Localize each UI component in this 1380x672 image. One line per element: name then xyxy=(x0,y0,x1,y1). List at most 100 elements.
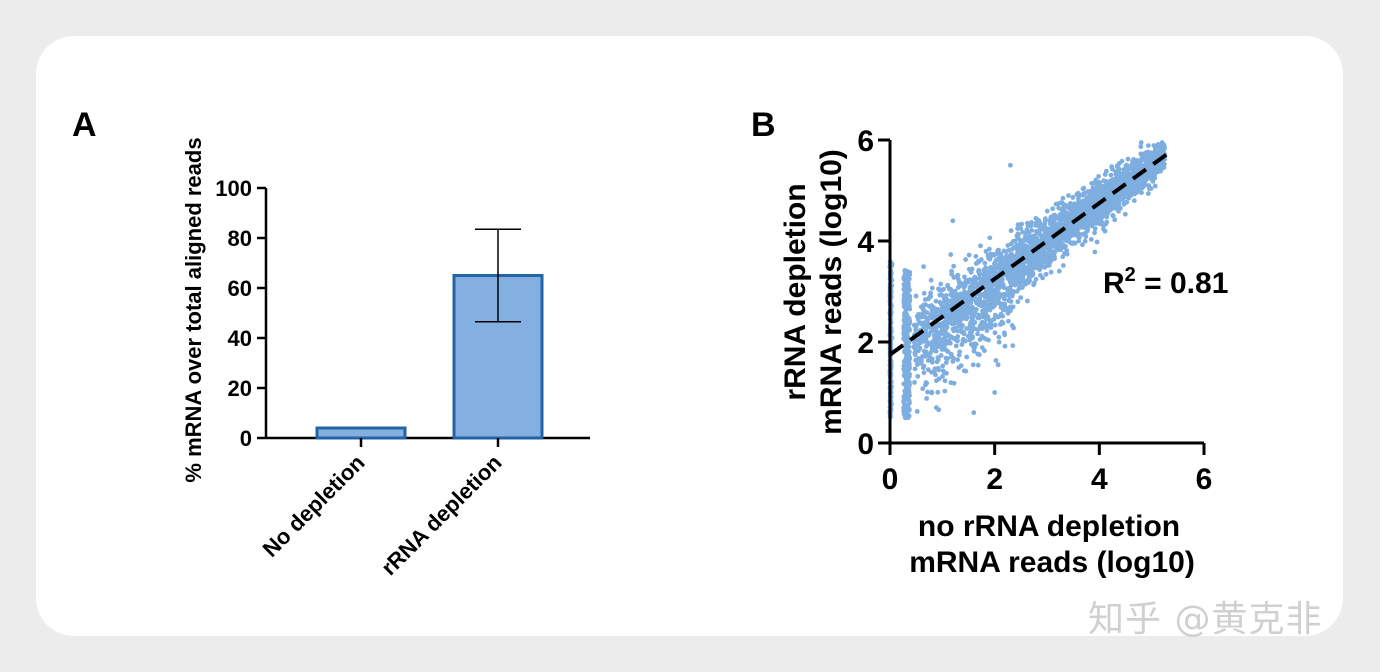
scatter-point xyxy=(929,359,935,365)
scatter-point xyxy=(1152,183,1158,189)
scatter-point xyxy=(1160,146,1165,152)
scatter-point xyxy=(992,390,998,395)
scatter-point xyxy=(952,293,958,299)
scatter-point xyxy=(1050,249,1056,254)
scatter-point xyxy=(934,313,940,318)
scatter-point xyxy=(1098,190,1104,195)
scatter-y-tick-label: 4 xyxy=(857,226,874,259)
scatter-point xyxy=(957,283,962,289)
scatter-point xyxy=(1018,226,1024,231)
scatter-point xyxy=(1154,153,1160,159)
scatter-point xyxy=(1025,223,1031,229)
scatter-point xyxy=(911,322,917,328)
scatter-point xyxy=(986,337,991,343)
scatter-point xyxy=(950,355,956,361)
scatter-point xyxy=(984,272,990,278)
scatter-point xyxy=(1116,208,1121,214)
scatter-point xyxy=(1122,211,1128,217)
scatter-point xyxy=(1085,218,1091,224)
scatter-point xyxy=(992,296,998,302)
scatter-point xyxy=(1131,185,1137,191)
scatter-point xyxy=(992,312,998,318)
scatter-point xyxy=(999,276,1005,282)
scatter-point xyxy=(1000,313,1006,319)
scatter-point xyxy=(1071,202,1077,207)
scatter-point xyxy=(970,304,976,310)
scatter-point xyxy=(1155,141,1161,147)
scatter-point xyxy=(1081,191,1086,197)
scatter-point xyxy=(950,218,956,224)
figure-card xyxy=(36,36,1343,636)
scatter-y-axis-label: rRNA depletion mRNA reads (log10) xyxy=(779,149,848,435)
scatter-point xyxy=(901,409,907,415)
scatter-point xyxy=(991,316,997,322)
scatter-point xyxy=(951,313,957,319)
scatter-point xyxy=(1160,164,1166,170)
scatter-point xyxy=(940,374,945,379)
bar-series xyxy=(315,228,544,440)
scatter-point xyxy=(1094,208,1099,214)
scatter-x-tick-label: 2 xyxy=(986,463,1003,496)
scatter-point xyxy=(915,373,921,379)
scatter-point xyxy=(1006,247,1012,253)
scatter-x-ticks: 0 2 4 6 xyxy=(882,443,1212,496)
scatter-point xyxy=(1009,322,1015,328)
scatter-point xyxy=(912,350,918,356)
scatter-point xyxy=(901,359,907,364)
scatter-point xyxy=(978,243,983,249)
scatter-point xyxy=(1043,271,1049,277)
bar-y-axis-label: % mRNA over total aligned reads xyxy=(181,137,206,482)
scatter-point xyxy=(1020,229,1026,235)
scatter-point xyxy=(1094,189,1100,194)
scatter-point xyxy=(990,291,995,297)
scatter-point xyxy=(938,339,944,345)
scatter-point xyxy=(1072,240,1078,246)
scatter-point xyxy=(1031,255,1037,261)
scatter-point xyxy=(913,358,919,363)
scatter-point xyxy=(1116,202,1121,208)
scatter-point xyxy=(928,277,934,283)
scatter-point xyxy=(1139,190,1144,196)
bar-y-tick-label: 80 xyxy=(228,226,252,251)
scatter-point xyxy=(943,355,949,361)
scatter-point xyxy=(971,410,977,416)
scatter-point xyxy=(1005,243,1011,248)
scatter-point xyxy=(903,268,909,274)
scatter-point xyxy=(985,253,991,258)
scatter-point xyxy=(1000,320,1006,326)
scatter-point xyxy=(970,335,975,341)
scatter-point xyxy=(1053,214,1059,220)
scatter-point xyxy=(1035,262,1041,267)
scatter-point xyxy=(1090,195,1096,201)
scatter-point xyxy=(1137,176,1143,182)
bar-y-tick-label: 20 xyxy=(228,376,252,401)
scatter-point xyxy=(1005,276,1011,282)
scatter-point xyxy=(932,366,938,372)
scatter-point xyxy=(929,389,935,395)
scatter-point xyxy=(956,365,962,370)
scatter-point xyxy=(1125,156,1131,162)
scatter-x-label-line1: no rRNA depletion xyxy=(918,510,1180,543)
scatter-point xyxy=(981,267,987,273)
scatter-point xyxy=(994,292,1000,298)
scatter-point xyxy=(970,362,976,368)
scatter-point xyxy=(923,380,929,385)
scatter-point xyxy=(975,259,981,265)
scatter-point xyxy=(992,322,998,328)
scatter-point xyxy=(961,284,967,290)
scatter-point xyxy=(1012,280,1018,285)
scatter-point xyxy=(903,385,909,390)
scatter-point xyxy=(923,329,929,334)
scatter-point xyxy=(1131,198,1137,203)
scatter-point xyxy=(992,330,998,336)
scatter-point xyxy=(1010,343,1016,349)
scatter-point xyxy=(1073,224,1079,230)
scatter-point xyxy=(960,338,966,344)
scatter-point xyxy=(928,290,934,296)
bar-y-tick-label: 60 xyxy=(228,276,252,301)
scatter-point xyxy=(1151,172,1157,178)
scatter-point xyxy=(903,369,909,375)
scatter-point xyxy=(1108,172,1114,178)
scatter-point xyxy=(935,357,941,363)
scatter-point xyxy=(1018,279,1024,285)
